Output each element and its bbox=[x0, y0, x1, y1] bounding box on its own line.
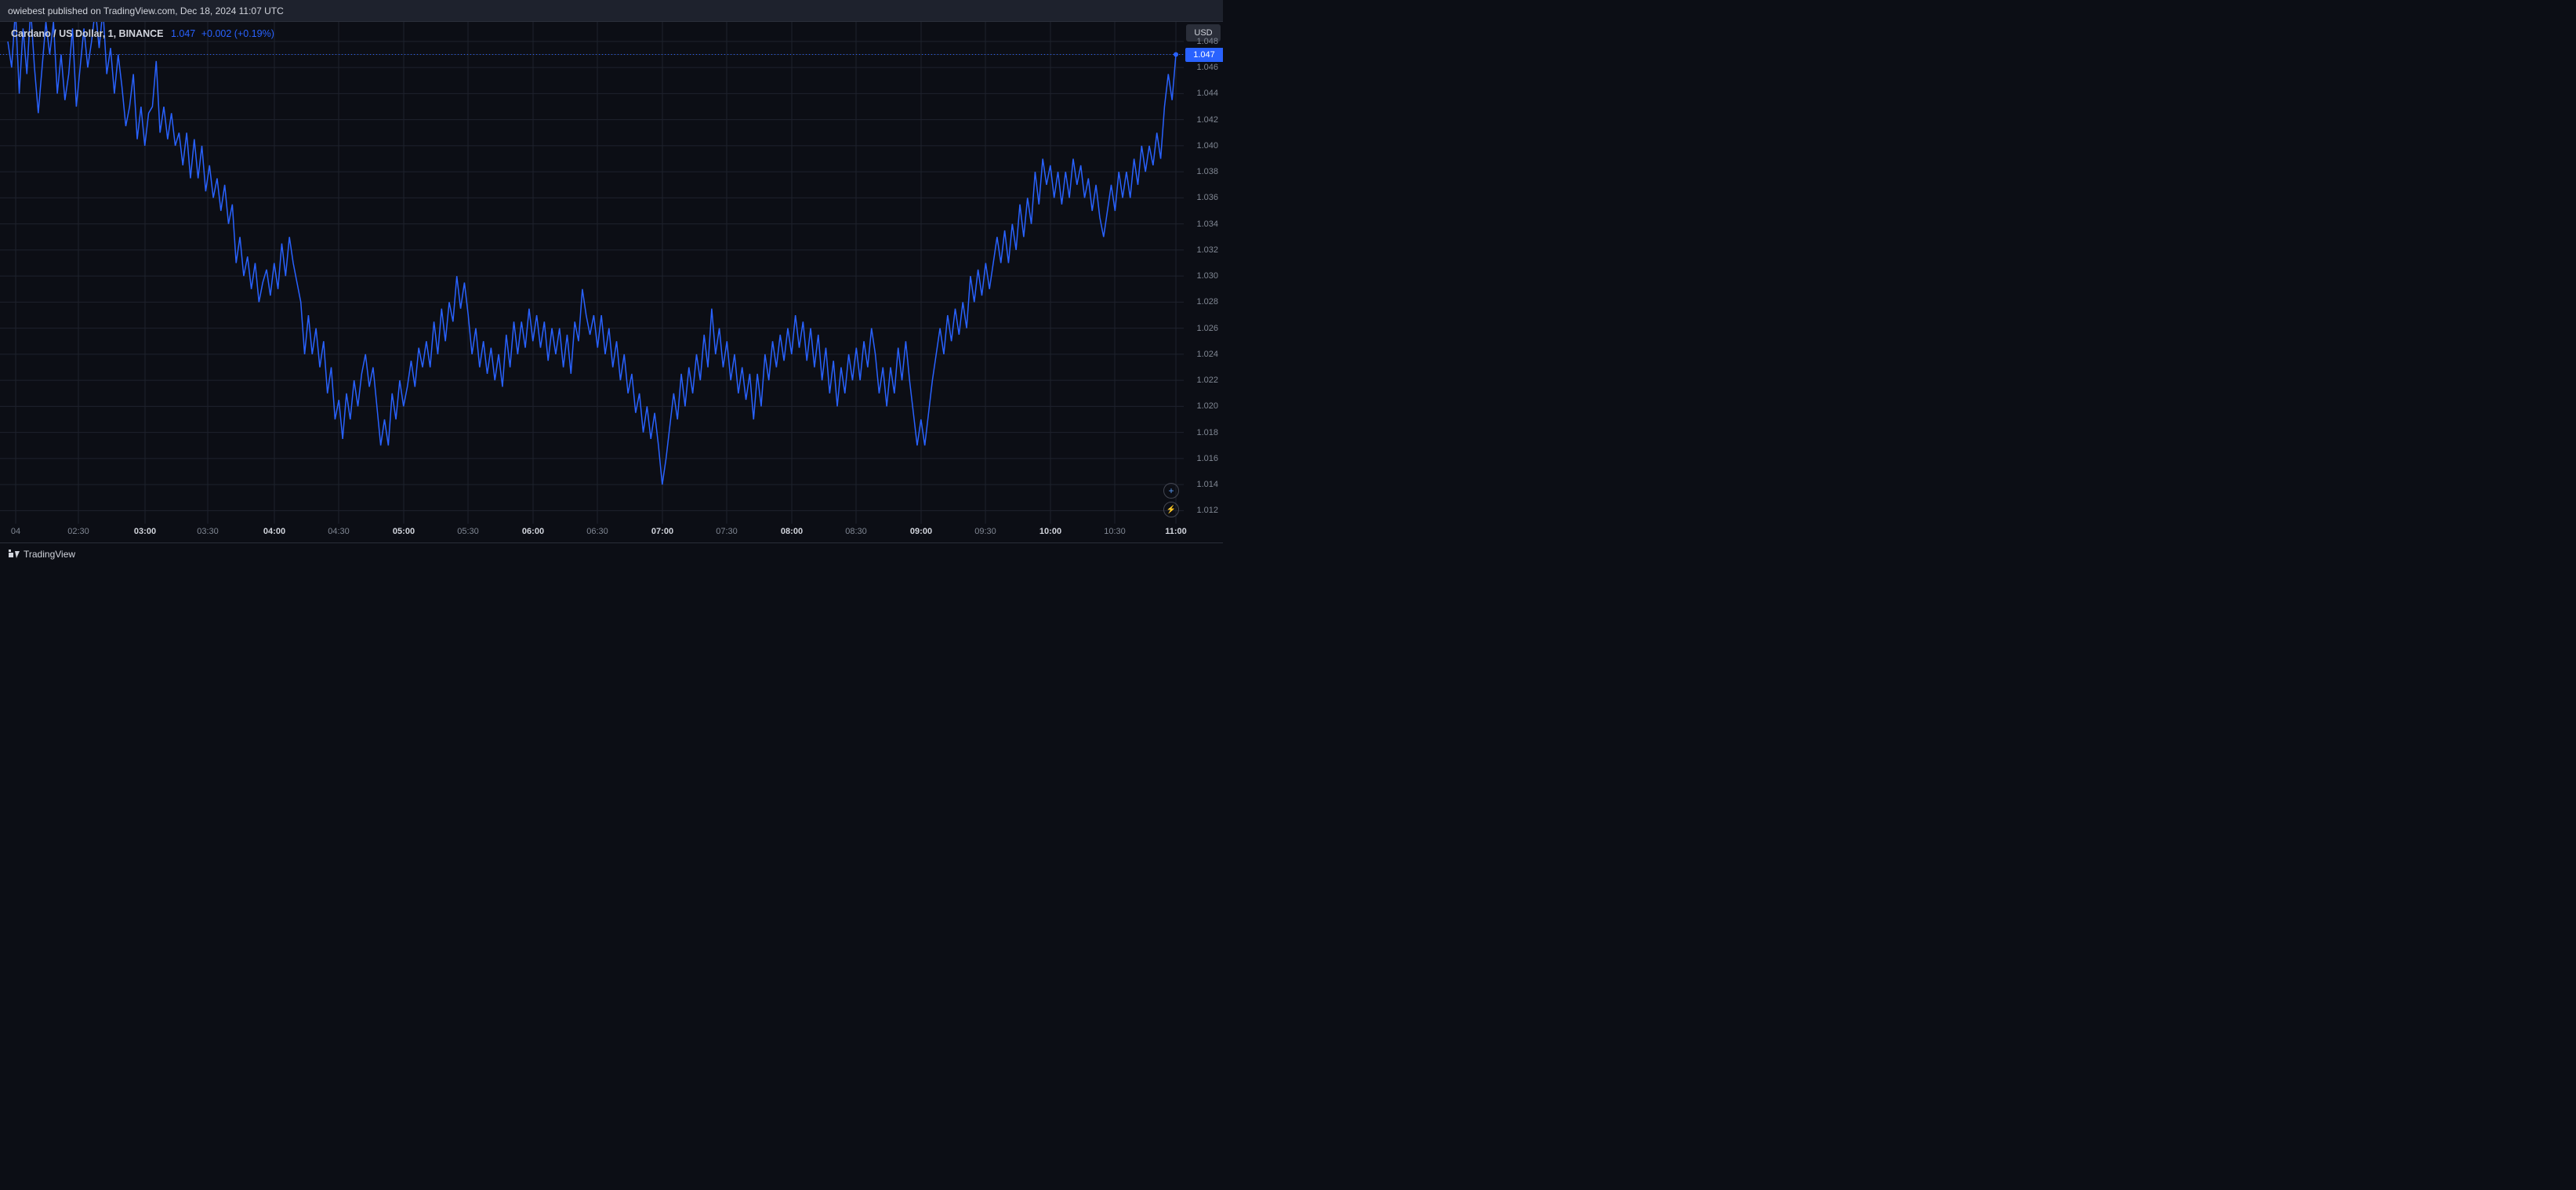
y-tick: 1.012 bbox=[1196, 506, 1218, 515]
x-tick: 08:30 bbox=[845, 527, 867, 536]
tradingview-logo[interactable]: TradingView bbox=[8, 548, 75, 561]
y-tick: 1.026 bbox=[1196, 324, 1218, 333]
y-tick: 1.028 bbox=[1196, 297, 1218, 307]
x-tick: 09:30 bbox=[974, 527, 996, 536]
y-tick: 1.032 bbox=[1196, 245, 1218, 255]
chart-legend: Cardano / US Dollar, 1, BINANCE 1.047 +0… bbox=[11, 28, 274, 39]
tv-logo-icon bbox=[8, 548, 20, 561]
y-tick: 1.030 bbox=[1196, 271, 1218, 281]
x-tick: 05:30 bbox=[457, 527, 479, 536]
y-tick: 1.044 bbox=[1196, 89, 1218, 98]
x-tick: 06:30 bbox=[586, 527, 608, 536]
x-tick: 06:00 bbox=[522, 527, 544, 536]
y-tick: 1.016 bbox=[1196, 454, 1218, 463]
y-tick: 1.020 bbox=[1196, 401, 1218, 411]
y-tick: 1.022 bbox=[1196, 376, 1218, 385]
y-tick: 1.018 bbox=[1196, 428, 1218, 437]
x-tick: 04:30 bbox=[328, 527, 350, 536]
tv-logo-text: TradingView bbox=[24, 549, 75, 560]
footer-bar: TradingView bbox=[0, 542, 1223, 564]
y-tick: 1.036 bbox=[1196, 193, 1218, 202]
plus-icon: + bbox=[1168, 485, 1174, 496]
x-tick: 10:30 bbox=[1104, 527, 1126, 536]
x-tick: 04 bbox=[11, 527, 20, 536]
y-tick: 1.034 bbox=[1196, 219, 1218, 229]
y-tick: 1.042 bbox=[1196, 115, 1218, 125]
x-axis[interactable]: 04 02:30 03:00 03:30 04:00 04:30 05:00 05:30 06:… bbox=[0, 524, 1184, 542]
x-tick: 02:30 bbox=[67, 527, 89, 536]
y-tick: 1.046 bbox=[1196, 63, 1218, 72]
x-tick: 10:00 bbox=[1039, 527, 1061, 536]
price-change: +0.002 (+0.19%) bbox=[201, 28, 274, 39]
current-price-tag: 1.047 bbox=[1185, 48, 1223, 62]
chart-area[interactable] bbox=[0, 22, 1184, 524]
publish-info-text: owiebest published on TradingView.com, D… bbox=[8, 5, 284, 16]
x-tick: 07:00 bbox=[651, 527, 673, 536]
y-tick: 1.038 bbox=[1196, 167, 1218, 176]
y-tick: 1.048 bbox=[1196, 37, 1218, 46]
bolt-icon: ⚡ bbox=[1166, 506, 1176, 514]
chart-svg bbox=[0, 22, 1184, 524]
x-tick: 08:00 bbox=[781, 527, 803, 536]
y-tick: 1.024 bbox=[1196, 350, 1218, 359]
last-price: 1.047 bbox=[171, 28, 195, 39]
x-tick: 05:00 bbox=[393, 527, 415, 536]
x-tick: 11:00 bbox=[1165, 527, 1187, 536]
symbol-label: Cardano / US Dollar, 1, BINANCE bbox=[11, 28, 163, 39]
add-indicator-button[interactable]: + bbox=[1163, 483, 1179, 499]
x-tick: 04:00 bbox=[263, 527, 285, 536]
x-tick: 03:30 bbox=[197, 527, 219, 536]
y-tick: 1.014 bbox=[1196, 480, 1218, 489]
y-axis[interactable]: 1.048 1.0471.046 1.044 1.042 1.040 1.038 1.036… bbox=[1184, 22, 1223, 524]
x-tick: 03:00 bbox=[134, 527, 156, 536]
chart-root: owiebest published on TradingView.com, D… bbox=[0, 0, 1223, 564]
x-tick: 07:30 bbox=[716, 527, 738, 536]
flash-button[interactable]: ⚡ bbox=[1163, 502, 1179, 517]
y-tick: 1.040 bbox=[1196, 141, 1218, 151]
publish-info-bar: owiebest published on TradingView.com, D… bbox=[0, 0, 1223, 22]
x-tick: 09:00 bbox=[910, 527, 932, 536]
